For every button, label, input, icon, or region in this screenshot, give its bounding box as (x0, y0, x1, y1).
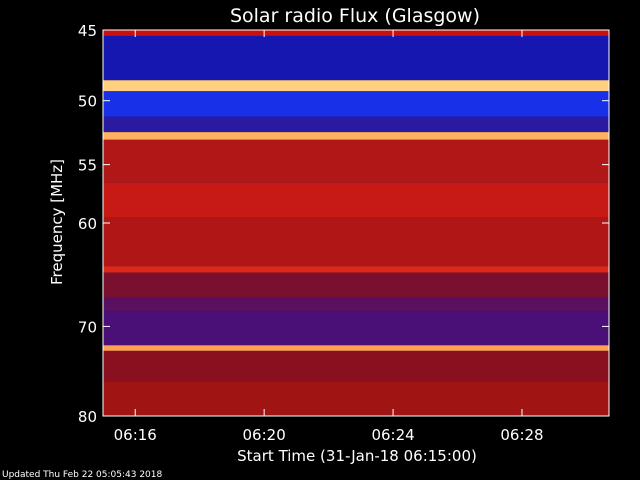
plot-area (102, 29, 610, 417)
frequency-band-1 (103, 35, 609, 81)
frequency-band-5 (103, 132, 609, 140)
frequency-band-12 (103, 311, 609, 346)
y-tick-label: 60 (78, 215, 97, 233)
frequency-band-13 (103, 345, 609, 351)
y-tick-label: 45 (78, 22, 97, 40)
frequency-band-11 (103, 297, 609, 312)
frequency-band-7 (103, 182, 609, 218)
updated-timestamp: Updated Thu Feb 22 05:05:43 2018 (2, 470, 163, 480)
x-axis: 06:16 06:20 06:24 06:28 (114, 30, 544, 444)
x-axis-label: Start Time (31-Jan-18 06:15:00) (237, 447, 477, 465)
frequency-band-8 (103, 217, 609, 267)
y-tick-label: 70 (78, 318, 97, 336)
frequency-band-15 (103, 381, 609, 416)
frequency-band-2 (103, 80, 609, 92)
y-tick-label: 80 (78, 408, 97, 426)
y-tick-label: 55 (78, 157, 97, 175)
y-axis: 45 50 55 60 70 80 (78, 22, 609, 426)
frequency-band-14 (103, 350, 609, 382)
x-tick-label: 06:28 (500, 426, 543, 444)
y-tick-label: 50 (78, 93, 97, 111)
frequency-band-3 (103, 91, 609, 117)
y-axis-label: Frequency [MHz] (48, 159, 66, 285)
chart-title: Solar radio Flux (Glasgow) (230, 5, 480, 27)
x-tick-label: 06:16 (114, 426, 157, 444)
frequency-band-9 (103, 266, 609, 273)
x-tick-label: 06:24 (371, 426, 414, 444)
frequency-band-10 (103, 272, 609, 298)
frequency-band-0 (103, 30, 609, 36)
x-tick-label: 06:20 (243, 426, 286, 444)
frequency-band-6 (103, 139, 609, 183)
frequency-band-4 (103, 116, 609, 133)
